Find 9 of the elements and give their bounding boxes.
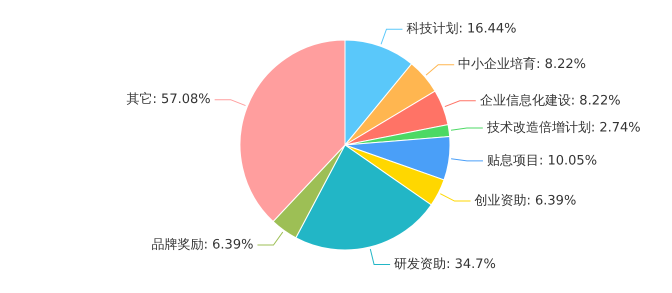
slice-label: 品牌奖励: 6.39% <box>152 238 254 253</box>
slice-label: 企业信息化建设: 8.22% <box>480 93 621 108</box>
slice-label: 中小企业培育: 8.22% <box>458 56 586 72</box>
slice-label: 贴息项目: 10.05% <box>486 153 598 168</box>
slice-label: 科技计划: 16.44% <box>406 22 517 37</box>
slice-label: 研发资助: 34.7% <box>394 257 496 272</box>
slice-label: 技术改造倍增计划: 2.74% <box>486 120 641 136</box>
slice-label: 其它: 57.08% <box>126 91 211 108</box>
slice-label: 创业资助: 6.39% <box>474 194 576 209</box>
